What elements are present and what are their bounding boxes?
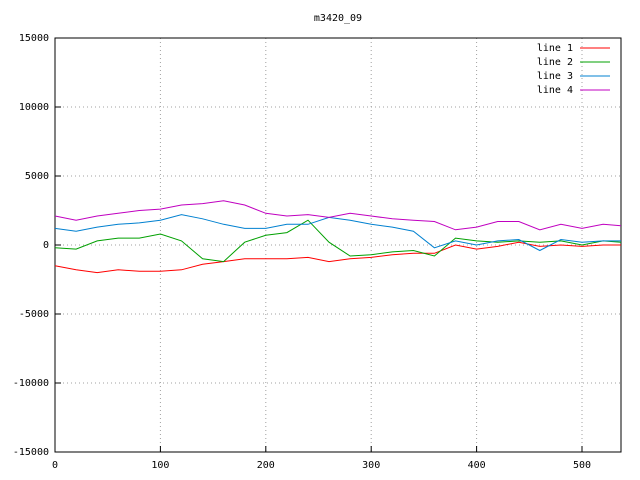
- legend-label: line 2: [537, 57, 573, 68]
- x-tick-label: 200: [257, 460, 275, 471]
- legend-label: line 4: [537, 85, 573, 96]
- series-line: [54, 241, 621, 274]
- x-tick-label: 300: [362, 460, 380, 471]
- legend-label: line 3: [537, 71, 573, 82]
- x-tick-label: 0: [52, 460, 58, 471]
- y-tick-label: -15000: [13, 447, 49, 458]
- series-line: [54, 200, 622, 231]
- series-line: [54, 219, 622, 263]
- y-tick-label: 5000: [25, 171, 49, 182]
- y-tick-label: -5000: [19, 309, 49, 320]
- x-tick-label: 500: [573, 460, 591, 471]
- y-tick-label: 0: [43, 240, 49, 251]
- y-tick-label: 10000: [19, 102, 49, 113]
- chart-title: m3420_09: [314, 13, 362, 24]
- legend-label: line 1: [537, 43, 573, 54]
- y-tick-label: 15000: [19, 33, 49, 44]
- y-tick-label: -10000: [13, 378, 49, 389]
- x-tick-label: 100: [151, 460, 169, 471]
- x-tick-label: 400: [468, 460, 486, 471]
- series-line: [54, 214, 621, 252]
